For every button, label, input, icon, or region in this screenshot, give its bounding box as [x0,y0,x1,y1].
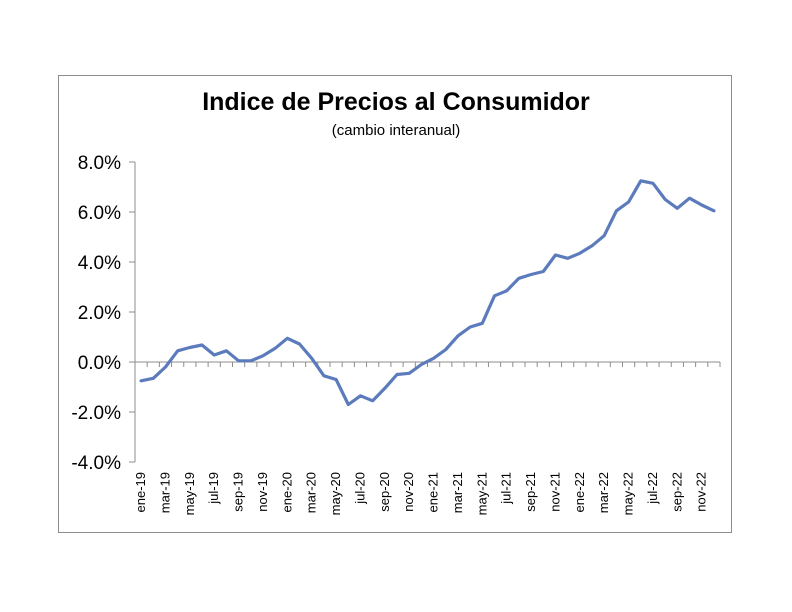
y-tick-label: 6.0% [78,203,121,224]
y-tick-label: -2.0% [71,403,121,424]
y-tick-label: -4.0% [71,453,121,474]
chart-frame [58,75,732,533]
x-tick-label: jul-22 [645,472,660,505]
x-tick-label: nov-22 [694,472,709,512]
x-tick-label: nov-19 [255,472,270,512]
x-tick-label: sep-20 [377,472,392,512]
x-tick-label: sep-19 [231,472,246,512]
y-tick-label: 8.0% [78,153,121,174]
series-group [139,179,716,407]
x-axis: ene-19 mar-19 may-19 jul-19 sep-19 nov-19 ene-… [133,361,721,515]
x-tick-label: may-19 [182,472,197,515]
x-tick-label: nov-21 [547,472,562,512]
x-tick-label: mar-19 [157,472,172,513]
chart-subtitle: (cambio interanual) [331,122,461,139]
x-tick-label: jul-20 [352,472,367,505]
x-tick-label: sep-21 [523,472,538,512]
x-tick-label: sep-22 [669,472,684,512]
x-tick-label: jul-19 [206,472,221,505]
x-tick-label: mar-21 [450,472,465,513]
y-tick-label: 0.0% [78,353,121,374]
x-tick-label: may-20 [328,472,343,515]
y-tick-label: 2.0% [78,303,121,324]
y-tick-label: 4.0% [78,253,121,274]
x-tick-label: may-21 [474,472,489,515]
x-tick-label: ene-22 [572,472,587,512]
x-tick-label: mar-20 [304,472,319,513]
x-tick-label: mar-22 [596,472,611,513]
y-axis: -4.0% -2.0% 0.0% 2.0% 4.0% 6.0% 8.0% [71,153,136,474]
series-line [139,179,716,407]
x-tick-label: ene-19 [133,472,148,512]
x-tick-label: ene-21 [426,472,441,512]
chart-title: Indice de Precios al Consumidor [202,88,590,116]
x-tick-label: ene-20 [279,472,294,512]
x-tick-label: nov-20 [401,472,416,512]
x-tick-label: may-22 [621,472,636,515]
x-tick-label: jul-21 [499,472,514,505]
